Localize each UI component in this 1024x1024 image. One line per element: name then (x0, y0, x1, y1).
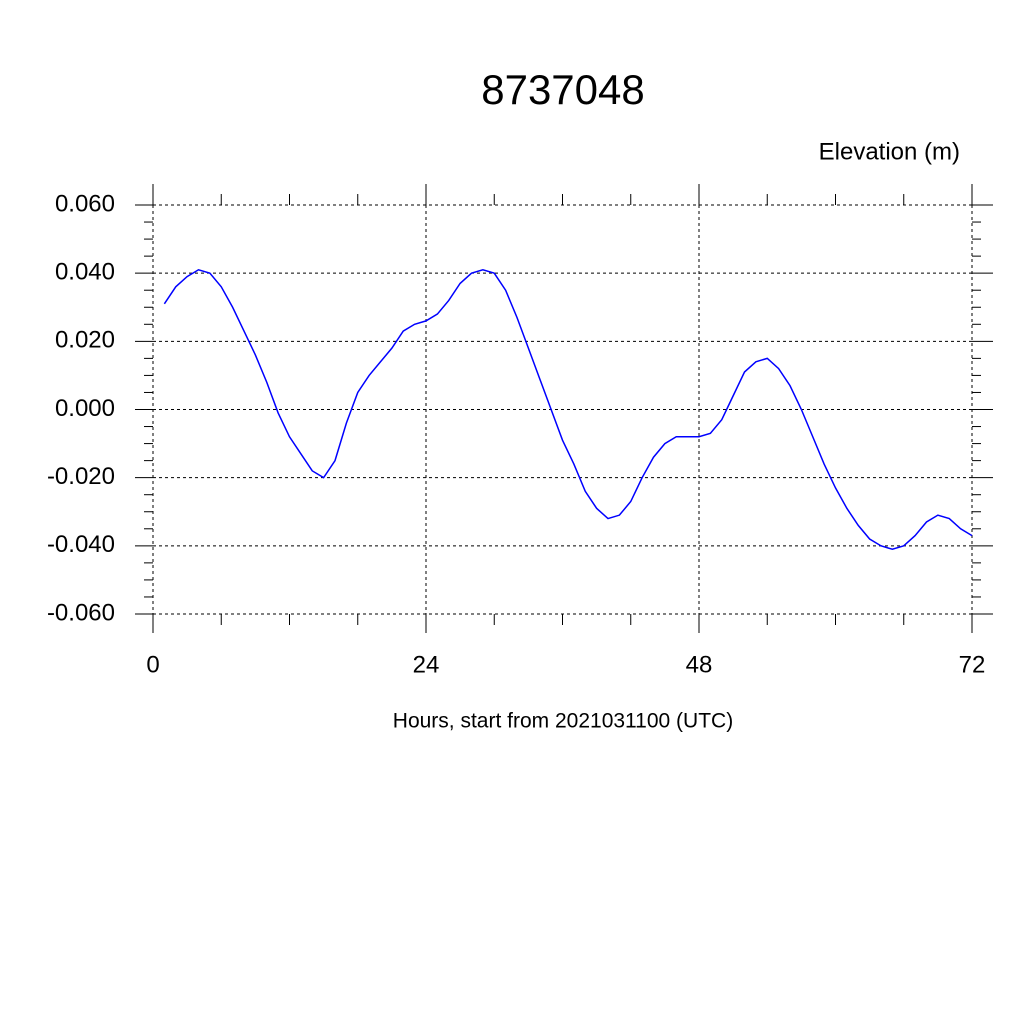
chart-subtitle: Elevation (m) (819, 138, 960, 165)
x-tick-label: 72 (959, 651, 986, 678)
y-tick-label: 0.060 (55, 190, 115, 217)
data-line (163, 268, 973, 551)
y-tick-label: 0.000 (55, 395, 115, 422)
y-tick-label: 0.040 (55, 259, 115, 286)
y-tick-label: -0.040 (47, 531, 115, 558)
x-tick-label: 24 (413, 651, 440, 678)
x-axis-label: Hours, start from 2021031100 (UTC) (393, 710, 733, 733)
y-tick-label: 0.020 (55, 327, 115, 354)
x-tick-label: 48 (686, 651, 713, 678)
x-tick-label: 0 (146, 651, 159, 678)
y-tick-label: -0.060 (47, 599, 115, 626)
y-tick-label: -0.020 (47, 463, 115, 490)
chart-title: 8737048 (481, 66, 645, 113)
